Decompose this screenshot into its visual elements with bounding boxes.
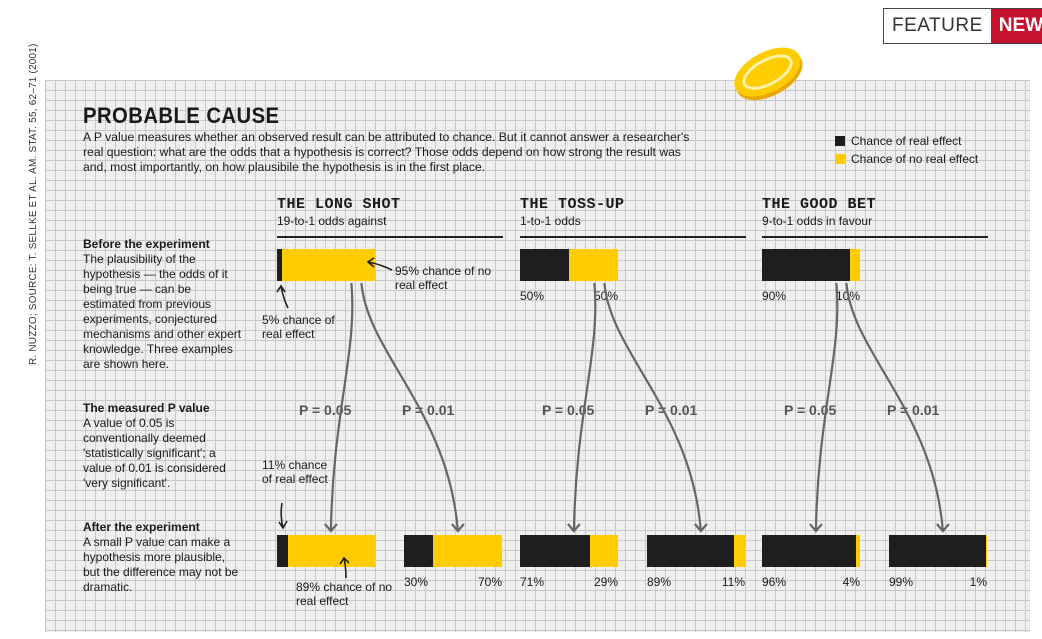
coin-illustration bbox=[734, 47, 803, 101]
bar-after-toss-up-p001-no-real bbox=[734, 535, 745, 567]
bar-before-long-shot-no-real bbox=[281, 249, 375, 281]
bar-after-good-bet-p005 bbox=[762, 535, 860, 567]
bar-after-good-bet-p005-real bbox=[762, 535, 857, 567]
bar-before-toss-up-label-real: 50% bbox=[520, 289, 545, 303]
pvalue-label-good-bet-p005: P = 0.05 bbox=[784, 402, 837, 418]
label-pvalue: The measured P value A value of 0.05 is … bbox=[83, 401, 226, 490]
pvalue-label-good-bet-p001: P = 0.01 bbox=[887, 402, 940, 418]
legend-swatch-real bbox=[835, 136, 845, 146]
bar-before-good-bet-no-real bbox=[850, 249, 860, 281]
bar-after-good-bet-p001-real bbox=[889, 535, 987, 567]
arrow-toss-up-p005 bbox=[572, 282, 597, 532]
arrow-good-bet-p001-head bbox=[936, 523, 950, 533]
section-title-long-shot: THE LONG SHOT bbox=[277, 196, 401, 213]
section-subtitle-toss-up: 1-to-1 odds bbox=[520, 214, 581, 228]
annotation-ls-no-real: 95% chance of no real effect bbox=[395, 264, 492, 292]
arrow-good-bet-p001 bbox=[845, 282, 944, 532]
section-long-shot: THE LONG SHOT 19-to-1 odds against bbox=[277, 196, 401, 228]
pvalue-label-toss-up-p005: P = 0.05 bbox=[542, 402, 595, 418]
badge-news: NEWS bbox=[990, 9, 1042, 43]
section-badge: FEATURE NEWS bbox=[883, 8, 1042, 44]
intro-text: A P value measures whether an observed r… bbox=[83, 130, 690, 174]
bar-after-good-bet-p001-label-no-real: 1% bbox=[969, 575, 987, 589]
annotation-ls-after-real: 11% chance of real effect bbox=[262, 458, 328, 486]
bar-before-good-bet-real bbox=[762, 249, 851, 281]
bar-after-long-shot-p001-label-real: 30% bbox=[404, 575, 429, 589]
section-rule-good-bet bbox=[762, 236, 988, 238]
arrow-long-shot-p001 bbox=[360, 282, 459, 532]
arrow-toss-up-p001 bbox=[603, 282, 702, 532]
legend-item-real: Chance of real effect bbox=[835, 132, 978, 150]
label-before: Before the experiment The plausibility o… bbox=[83, 237, 242, 371]
bar-after-long-shot-p005-real bbox=[277, 535, 288, 567]
bar-before-long-shot bbox=[277, 249, 375, 281]
bar-after-toss-up-p001 bbox=[647, 535, 745, 567]
bar-after-good-bet-p001 bbox=[889, 535, 987, 567]
badge-feature: FEATURE bbox=[884, 9, 991, 43]
bar-before-toss-up-no-real bbox=[569, 249, 618, 281]
pointer-ls-real bbox=[276, 284, 289, 309]
bar-after-good-bet-p001-label-real: 99% bbox=[889, 575, 914, 589]
bar-after-good-bet-p005-label-no-real: 4% bbox=[842, 575, 860, 589]
pvalue-label-toss-up-p001: P = 0.01 bbox=[645, 402, 698, 418]
arrow-good-bet-p005 bbox=[814, 282, 839, 532]
bar-after-toss-up-p005-no-real bbox=[589, 535, 618, 567]
bar-after-long-shot-p001 bbox=[404, 535, 502, 567]
section-subtitle-good-bet: 9-to-1 odds in favour bbox=[762, 214, 873, 228]
bar-after-long-shot-p001-real bbox=[404, 535, 434, 567]
arrow-good-bet-p005-head bbox=[809, 523, 823, 533]
section-title-toss-up: THE TOSS-UP bbox=[520, 196, 625, 213]
arrow-toss-up-p005-head bbox=[567, 523, 581, 533]
pvalue-label-long-shot-p005: P = 0.05 bbox=[299, 402, 352, 418]
arrow-long-shot-p001-head bbox=[451, 523, 465, 533]
section-rule-toss-up bbox=[520, 236, 746, 238]
bar-before-toss-up bbox=[520, 249, 618, 281]
bar-after-toss-up-p001-label-no-real: 11% bbox=[721, 575, 745, 589]
bar-after-long-shot-p005 bbox=[277, 535, 375, 567]
pvalue-label-long-shot-p001: P = 0.01 bbox=[402, 402, 455, 418]
section-toss-up: THE TOSS-UP 1-to-1 odds bbox=[520, 196, 625, 228]
bar-after-good-bet-p005-no-real bbox=[856, 535, 860, 567]
arrow-long-shot-p005 bbox=[329, 282, 354, 532]
bar-before-good-bet-label-real: 90% bbox=[762, 289, 787, 303]
annotation-ls-real: 5% chance of real effect bbox=[262, 313, 335, 341]
bar-before-toss-up-real bbox=[520, 249, 569, 281]
arrow-long-shot-p005-head bbox=[324, 523, 338, 533]
legend: Chance of real effect Chance of no real … bbox=[835, 132, 978, 168]
bar-after-long-shot-p005-no-real bbox=[287, 535, 375, 567]
bar-after-long-shot-p001-no-real bbox=[433, 535, 502, 567]
bar-after-toss-up-p005-real bbox=[520, 535, 590, 567]
bar-after-toss-up-p001-real bbox=[647, 535, 735, 567]
label-after: After the experiment A small P value can… bbox=[83, 520, 239, 594]
legend-swatch-no-real bbox=[835, 154, 845, 164]
legend-item-no-real: Chance of no real effect bbox=[835, 150, 978, 168]
arrow-toss-up-p001-head bbox=[694, 523, 708, 533]
section-good-bet: THE GOOD BET 9-to-1 odds in favour bbox=[762, 196, 876, 228]
section-title-good-bet: THE GOOD BET bbox=[762, 196, 877, 213]
bar-after-toss-up-p001-label-real: 89% bbox=[647, 575, 672, 589]
section-rule-long-shot bbox=[277, 236, 503, 238]
pointer-ls-no-real bbox=[366, 257, 393, 271]
annotation-ls-after-no-real: 89% chance of no real effect bbox=[296, 580, 393, 608]
bar-before-good-bet bbox=[762, 249, 860, 281]
grid-background bbox=[45, 80, 1030, 632]
bar-after-toss-up-p005-label-real: 71% bbox=[520, 575, 545, 589]
bar-after-toss-up-p005-label-no-real: 29% bbox=[593, 575, 618, 589]
bar-after-long-shot-p001-label-no-real: 70% bbox=[477, 575, 502, 589]
pointer-ls-after-real bbox=[278, 502, 288, 530]
section-subtitle-long-shot: 19-to-1 odds against bbox=[277, 214, 387, 228]
page-title: PROBABLE CAUSE bbox=[83, 103, 280, 128]
bar-after-good-bet-p001-no-real bbox=[986, 535, 987, 567]
bar-after-toss-up-p005 bbox=[520, 535, 618, 567]
bar-before-long-shot-real bbox=[277, 249, 282, 281]
bar-after-good-bet-p005-label-real: 96% bbox=[762, 575, 787, 589]
pointer-ls-after-no-real bbox=[339, 556, 350, 579]
